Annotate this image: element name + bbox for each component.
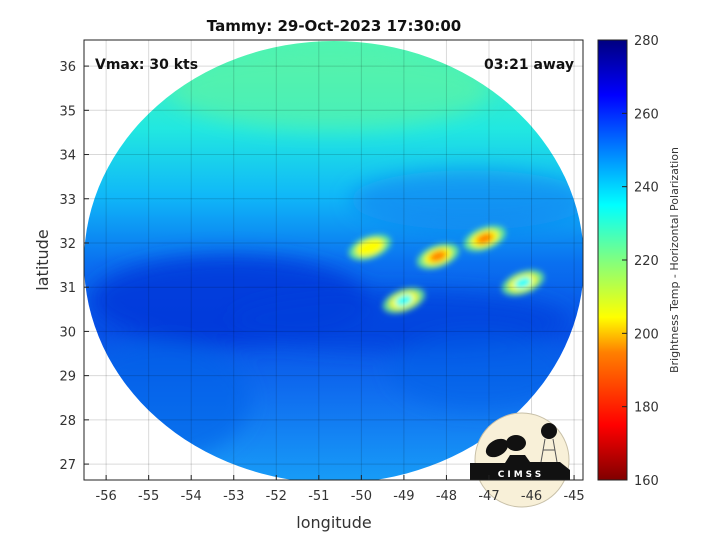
colorbar-tick-label: 240 (634, 181, 659, 196)
x-tick-label: -48 (436, 489, 457, 504)
y-tick-label: 27 (59, 458, 76, 473)
x-tick-label: -47 (478, 489, 499, 504)
x-axis-label: longitude (296, 513, 371, 532)
x-tick-label: -51 (308, 489, 329, 504)
brightness-temp-swath (84, 41, 583, 480)
y-tick-label: 34 (59, 149, 76, 164)
convective-cell (463, 225, 506, 252)
y-tick-label: 30 (59, 325, 76, 340)
y-tick-label: 29 (59, 370, 76, 385)
y-tick-label: 28 (59, 414, 76, 429)
y-tick-label: 36 (59, 60, 76, 75)
x-tick-label: -49 (393, 489, 414, 504)
y-tick-label: 35 (59, 104, 76, 119)
x-tick-label: -52 (266, 489, 287, 504)
x-tick-label: -55 (138, 489, 159, 504)
plot-frame (83, 39, 584, 481)
convective-cell (382, 287, 425, 314)
convective-cell (502, 269, 545, 296)
vmax-annotation: Vmax: 30 kts (95, 57, 198, 73)
cimss-logo: CIMSS (470, 412, 570, 508)
y-axis-label: latitude (33, 229, 52, 290)
colorbar-tick-label: 160 (634, 474, 659, 489)
x-tick-label: -53 (223, 489, 244, 504)
x-tick-label: -45 (563, 489, 584, 504)
x-tick-label: -56 (96, 489, 117, 504)
colorbar-tick-label: 200 (634, 327, 659, 342)
colorbar-tick-label: 180 (634, 401, 659, 416)
axis-ticks: -56 -55 -54 -53 -52 -51 -50 -49 -48 -47 -46 -45 27 28… (59, 60, 584, 504)
convective-cell (416, 243, 459, 270)
colorbar-tick-label: 280 (634, 34, 659, 49)
x-tick-label: -50 (351, 489, 372, 504)
y-tick-label: 33 (59, 193, 76, 208)
colorbar-ticks: 160 180 200 220 240 260 280 (622, 34, 659, 489)
y-tick-label: 31 (59, 281, 76, 296)
logo-text: CIMSS (498, 470, 544, 480)
colorbar-tick-label: 260 (634, 107, 659, 122)
y-tick-label: 32 (59, 237, 76, 252)
convective-cell (348, 234, 391, 261)
time-away-annotation: 03:21 away (484, 57, 574, 73)
x-tick-label: -46 (521, 489, 542, 504)
grid (84, 40, 583, 480)
colorbar-tick-label: 220 (634, 254, 659, 269)
colorbar-label: Brightness Temp - Horizontal Polarizatio… (668, 147, 681, 373)
x-tick-label: -54 (181, 489, 202, 504)
chart-title: Tammy: 29-Oct-2023 17:30:00 (207, 17, 461, 35)
